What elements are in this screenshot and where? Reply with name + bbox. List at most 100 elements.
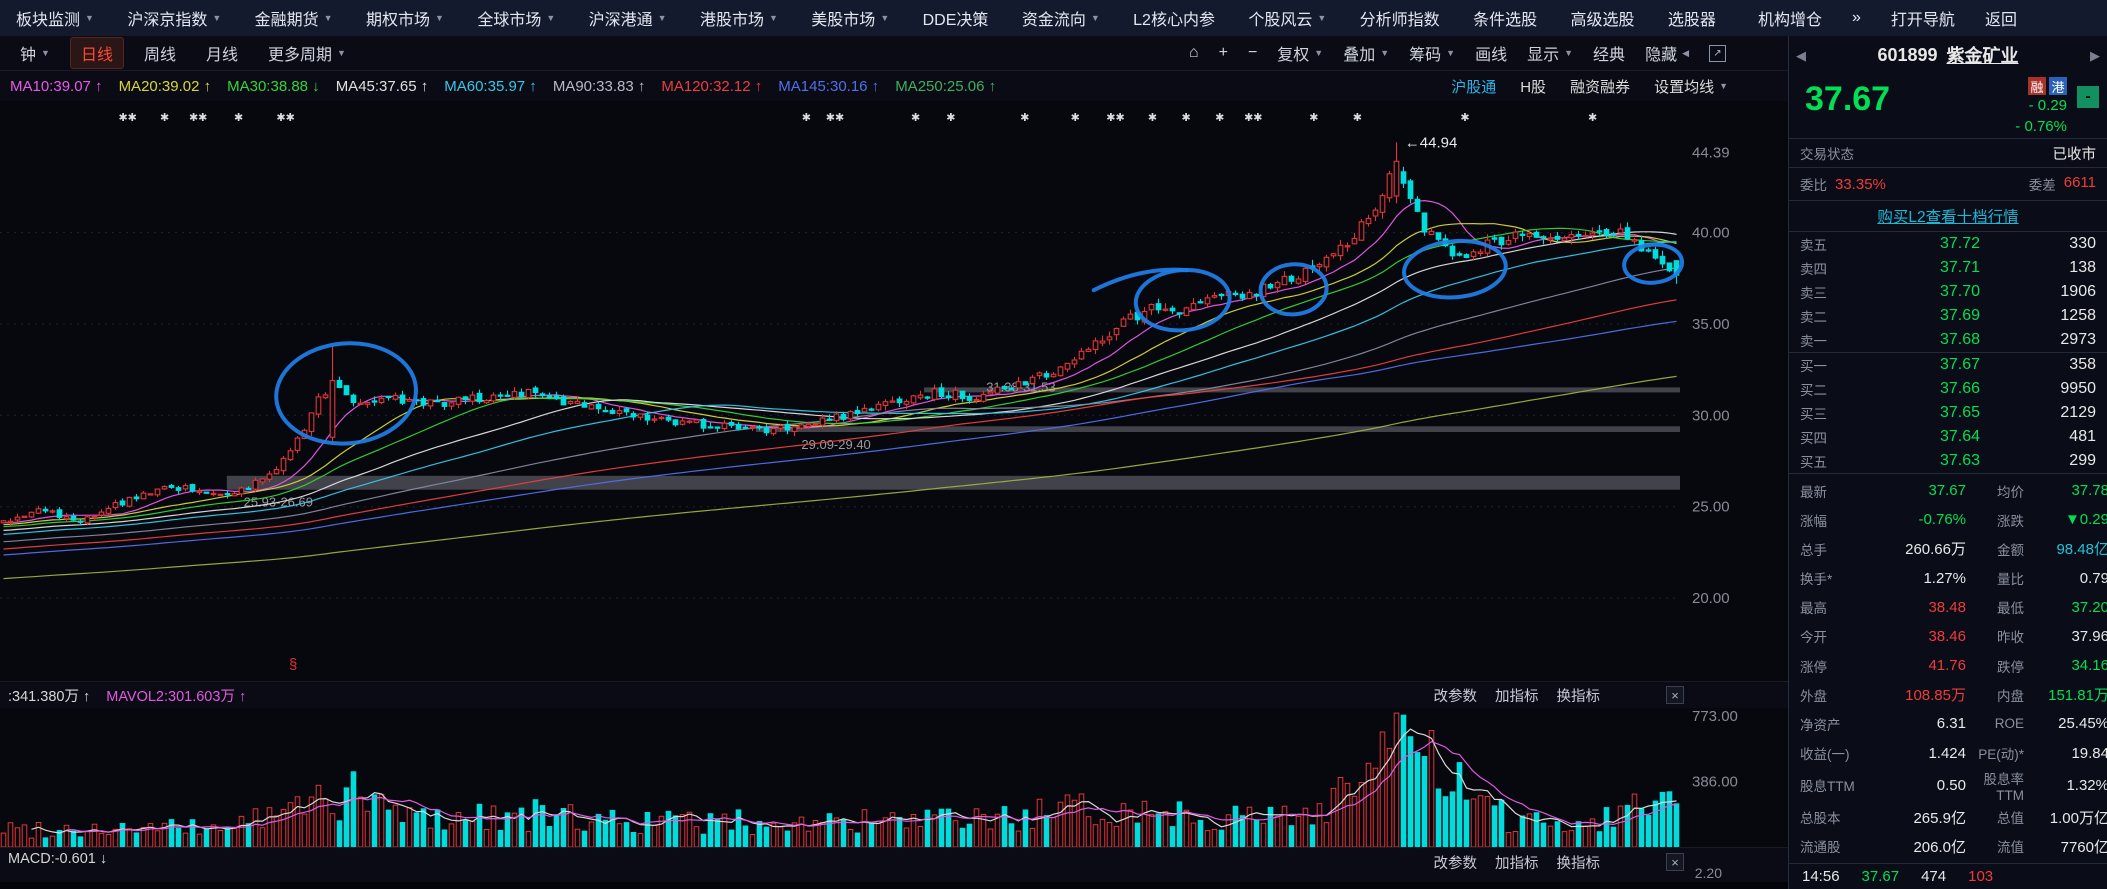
ask-row[interactable]: 卖一 37.68 2973 [1789,328,2107,352]
menu-item-4[interactable]: 全球市场 ▼ [477,6,555,30]
event-marker-icon[interactable]: ✱ [1588,112,1597,124]
collapse-panel-button[interactable]: - [2077,86,2099,108]
event-marker-icon[interactable]: ✱✱ [826,112,844,124]
open-nav-button[interactable]: 打开导航 [1890,12,1955,29]
more-menus-icon[interactable]: » [1852,9,1861,26]
bid-row[interactable]: 买二 37.66 9950 [1789,377,2107,401]
tab-more-periods[interactable]: 更多周期 ▼ [258,38,356,68]
event-marker-icon[interactable]: ✱ [911,112,920,124]
stat-label: ROE [1994,716,2024,732]
event-marker-icon[interactable]: ✱ [1215,112,1224,124]
event-marker-icon[interactable]: ✱ [1148,112,1157,124]
volume-bar-chart[interactable]: 773.00 386.00 [0,708,1788,847]
switch-indicator-button[interactable]: 换指标 [1556,688,1601,705]
chevron-down-icon: ▼ [1090,13,1100,23]
menu-item-14[interactable]: 高级选股 [1570,6,1634,30]
tab-daily[interactable]: 日线 [69,37,124,69]
adjust-price-dropdown[interactable]: 复权 ▼ [1277,41,1323,65]
event-marker-icon[interactable]: ✱ [1020,112,1029,124]
ask-row[interactable]: 卖三 37.70 1906 [1789,280,2107,304]
chips-dropdown[interactable]: 筹码 ▼ [1409,41,1455,65]
ask-row[interactable]: 卖四 37.71 138 [1789,256,2107,280]
menu-item-15[interactable]: 选股器 [1668,6,1716,30]
chevron-down-icon: ▼ [1380,48,1390,58]
display-dropdown[interactable]: 显示 ▼ [1527,41,1573,65]
event-marker-icon[interactable]: ✱ [946,112,955,124]
ask-row[interactable]: 卖二 37.69 1258 [1789,304,2107,328]
menu-item-1[interactable]: 沪深京指数 ▼ [127,6,221,30]
fullscreen-button[interactable]: ↗ [1709,44,1726,62]
zoom-out-button[interactable]: − [1248,44,1257,62]
bid-row[interactable]: 买一 37.67 358 [1789,353,2107,377]
close-panel-button[interactable]: × [1666,686,1684,704]
ask-row[interactable]: 卖五 37.72 330 [1789,232,2107,256]
back-button[interactable]: 返回 [1984,12,2017,29]
event-marker-icon[interactable]: ✱ [1460,112,1469,124]
menu-item-3[interactable]: 期权市场 ▼ [366,6,444,30]
home-icon-button[interactable]: ⌂ [1189,44,1199,62]
h-share-label[interactable]: H股 [1520,76,1546,97]
close-panel-button[interactable]: × [1666,853,1684,871]
menu-item-12[interactable]: 分析师指数 [1360,6,1440,30]
event-marker-icon[interactable]: ✱ [1181,112,1190,124]
event-marker-icon[interactable]: ✱ [234,112,243,124]
tab-weekly[interactable]: 周线 [134,38,186,68]
stock-name[interactable]: 紫金矿业 [1946,46,2019,66]
margin-trading-label[interactable]: 融资融券 [1570,76,1630,97]
order-price: 37.66 [1939,380,1980,397]
next-stock-arrow-icon[interactable]: ▶ [2090,48,2100,63]
prev-stock-arrow-icon[interactable]: ◀ [1796,48,1806,63]
event-marker-icon[interactable]: ✱✱ [1106,112,1124,124]
event-marker-icon[interactable]: ✱ [802,112,811,124]
tab-monthly[interactable]: 月线 [196,38,248,68]
event-marker-icon[interactable]: ✱✱ [118,112,136,124]
event-marker-icon[interactable]: ✱✱ [189,112,207,124]
stat-row: 涨幅 -0.76% 涨跌 ▼0.29 [1789,505,2107,534]
add-indicator-button[interactable]: 加指标 [1495,688,1539,705]
bid-row[interactable]: 买三 37.65 2129 [1789,401,2107,425]
hide-panel-button[interactable]: 隐藏 ◀ [1645,41,1689,65]
menu-item-11[interactable]: 个股风云 ▼ [1248,6,1326,30]
event-marker-icon[interactable]: ✱ [160,112,169,124]
ma-settings-dropdown[interactable]: 设置均线 ▼ [1654,76,1728,97]
tool-label: ⌂ [1188,44,1199,61]
bid-orders: 买一 37.67 358 买二 37.66 9950 买三 37.65 2129 买四 37.64 4… [1789,353,2107,473]
menu-item-8[interactable]: DDE决策 [923,6,989,30]
menu-item-7[interactable]: 美股市场 ▼ [811,6,889,30]
overlay-dropdown[interactable]: 叠加 ▼ [1343,41,1389,65]
draw-line-button[interactable]: 画线 [1475,41,1507,65]
event-marker-icon[interactable]: ✱ [1353,112,1362,124]
ma-legend-bar: MA10:39.07 ↑ MA20:39.02 ↑ MA30:38.88 ↓ MA45… [0,71,1788,101]
stat-value: 98.48亿 [2056,541,2107,559]
event-marker-icon[interactable]: ✱ [1309,112,1318,124]
classic-style-button[interactable]: 经典 [1593,41,1625,65]
zoom-in-button[interactable]: + [1219,44,1228,62]
menu-item-0[interactable]: 板块监测 ▼ [16,6,94,30]
institution-positions-button[interactable]: 机构增仓 [1758,12,1823,29]
add-indicator-button[interactable]: 加指标 [1495,855,1539,872]
menu-item-9[interactable]: 资金流向 ▼ [1022,6,1100,30]
menu-item-label: 资金流向 [1021,12,1086,29]
bid-row[interactable]: 买五 37.63 299 [1789,449,2107,473]
switch-indicator-button[interactable]: 换指标 [1556,855,1601,872]
event-marker-icon[interactable]: ✱ [1071,112,1080,124]
menu-item-2[interactable]: 金融期货 ▼ [255,6,333,30]
menu-item-13[interactable]: 条件选股 [1473,6,1537,30]
change-params-button[interactable]: 改参数 [1433,855,1478,872]
order-quantity: 481 [2069,428,2096,445]
tool-label: 叠加 [1343,47,1376,64]
stat-value: 0.50 [1936,776,1966,794]
menu-item-label: 选股器 [1667,12,1716,29]
main-candlestick-chart[interactable]: 44.39 40.00 35.00 30.00 25.00 20.00 25.93-26.6… [0,101,1788,681]
buy-l2-link[interactable]: 购买L2查看十档行情 [1877,209,2019,226]
menu-item-5[interactable]: 沪深港通 ▼ [589,6,667,30]
change-params-button[interactable]: 改参数 [1433,688,1478,705]
menu-item-10[interactable]: L2核心内参 [1133,6,1215,30]
event-marker-icon[interactable]: ✱✱ [276,112,294,124]
flag-marker-icon[interactable]: § [289,656,297,673]
hk-connect-label[interactable]: 沪股通 [1451,76,1496,97]
event-marker-icon[interactable]: ✱✱ [1244,112,1262,124]
bid-row[interactable]: 买四 37.64 481 [1789,425,2107,449]
tab-minute[interactable]: 钟 ▼ [10,38,60,68]
menu-item-6[interactable]: 港股市场 ▼ [700,6,778,30]
